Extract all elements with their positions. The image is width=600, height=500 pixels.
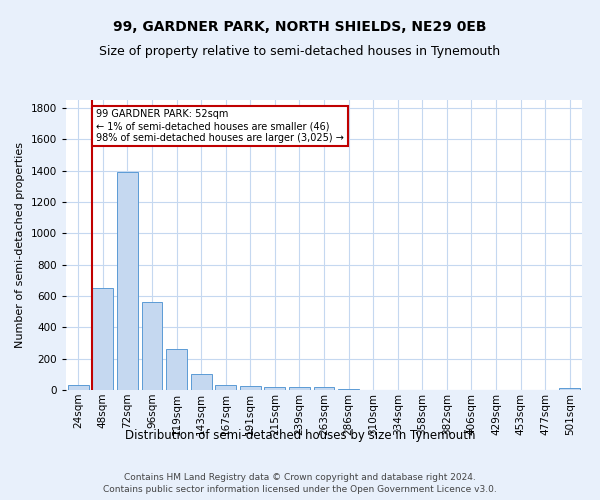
Bar	[68, 386, 89, 390]
Text: 99 GARDNER PARK: 52sqm
← 1% of semi-detached houses are smaller (46)
98% of semi: 99 GARDNER PARK: 52sqm ← 1% of semi-deta…	[96, 110, 344, 142]
Text: Contains HM Land Registry data © Crown copyright and database right 2024.: Contains HM Land Registry data © Crown c…	[124, 473, 476, 482]
Bar	[166, 349, 187, 390]
Bar	[338, 389, 359, 390]
Text: Size of property relative to semi-detached houses in Tynemouth: Size of property relative to semi-detach…	[100, 45, 500, 58]
Bar	[559, 388, 580, 390]
Bar	[265, 387, 286, 390]
Bar	[142, 302, 163, 390]
Y-axis label: Number of semi-detached properties: Number of semi-detached properties	[15, 142, 25, 348]
Text: Contains public sector information licensed under the Open Government Licence v3: Contains public sector information licen…	[103, 486, 497, 494]
Bar	[314, 388, 334, 390]
Bar	[117, 172, 138, 390]
Bar	[191, 374, 212, 390]
Bar	[215, 384, 236, 390]
Bar	[240, 386, 261, 390]
Text: 99, GARDNER PARK, NORTH SHIELDS, NE29 0EB: 99, GARDNER PARK, NORTH SHIELDS, NE29 0E…	[113, 20, 487, 34]
Text: Distribution of semi-detached houses by size in Tynemouth: Distribution of semi-detached houses by …	[125, 428, 475, 442]
Bar	[92, 288, 113, 390]
Bar	[289, 387, 310, 390]
